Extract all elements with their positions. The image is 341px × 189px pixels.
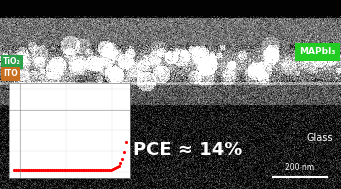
- Text: TiO₂: TiO₂: [3, 57, 21, 67]
- Text: ITO: ITO: [3, 70, 18, 78]
- Text: 200 nm: 200 nm: [285, 163, 314, 172]
- Text: PCE ≈ 14%: PCE ≈ 14%: [133, 141, 242, 159]
- Text: Glass: Glass: [307, 133, 333, 143]
- Text: MAPbI₃: MAPbI₃: [300, 47, 336, 57]
